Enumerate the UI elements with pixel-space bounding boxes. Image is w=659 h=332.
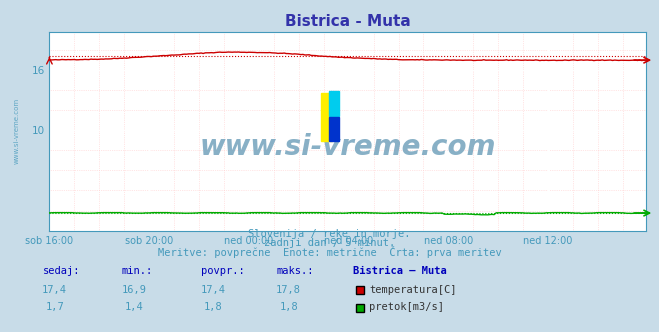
Text: www.si-vreme.com: www.si-vreme.com <box>200 133 496 161</box>
Text: 1,4: 1,4 <box>125 302 143 312</box>
Text: 17,8: 17,8 <box>276 285 301 295</box>
Bar <box>329 91 339 116</box>
Text: 1,7: 1,7 <box>45 302 64 312</box>
Text: maks.:: maks.: <box>277 266 314 276</box>
Text: www.si-vreme.com: www.si-vreme.com <box>14 98 20 164</box>
Text: Bistrica – Muta: Bistrica – Muta <box>353 266 446 276</box>
Text: sedaj:: sedaj: <box>43 266 80 276</box>
Text: 1,8: 1,8 <box>204 302 222 312</box>
Text: Slovenija / reke in morje.: Slovenija / reke in morje. <box>248 229 411 239</box>
Bar <box>321 93 331 141</box>
Text: 16,9: 16,9 <box>121 285 146 295</box>
Text: pretok[m3/s]: pretok[m3/s] <box>369 302 444 312</box>
Text: povpr.:: povpr.: <box>201 266 244 276</box>
Title: Bistrica - Muta: Bistrica - Muta <box>285 14 411 29</box>
Text: 1,8: 1,8 <box>279 302 298 312</box>
Bar <box>329 117 339 141</box>
Text: zadnji dan / 5 minut.: zadnji dan / 5 minut. <box>264 238 395 248</box>
Text: min.:: min.: <box>122 266 153 276</box>
Text: 17,4: 17,4 <box>42 285 67 295</box>
Text: temperatura[C]: temperatura[C] <box>369 285 457 295</box>
Text: 17,4: 17,4 <box>200 285 225 295</box>
Text: Meritve: povprečne  Enote: metrične  Črta: prva meritev: Meritve: povprečne Enote: metrične Črta:… <box>158 246 501 258</box>
